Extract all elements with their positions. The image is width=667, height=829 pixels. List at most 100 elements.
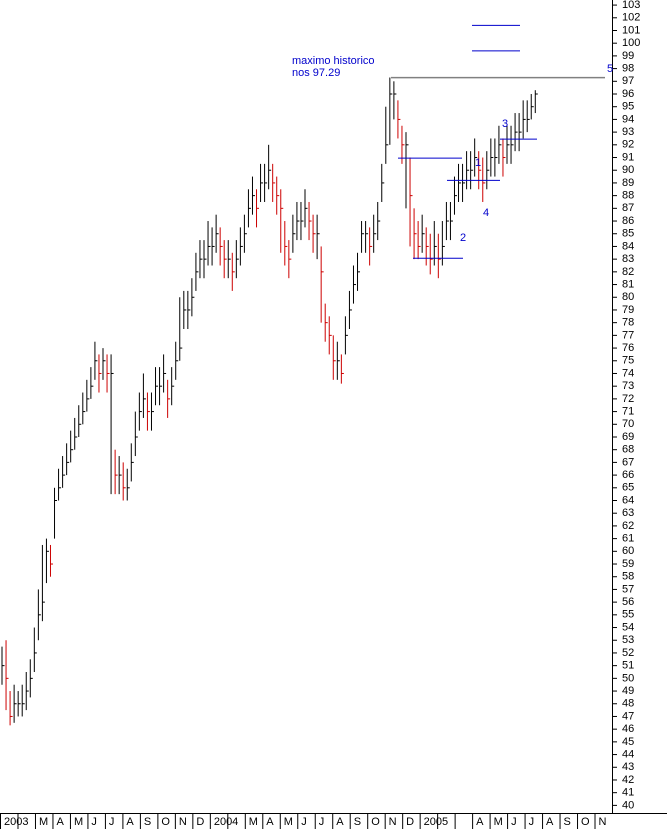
y-tick-label: 87: [622, 202, 634, 214]
y-tick-label: 65: [622, 482, 634, 494]
y-tick-label: 101: [622, 24, 640, 36]
y-tick-label: 82: [622, 266, 634, 278]
y-tick-label: 81: [622, 278, 634, 290]
x-tick-label: N: [389, 816, 397, 828]
x-tick-label: A: [546, 816, 554, 828]
y-tick-label: 77: [622, 329, 634, 341]
x-tick-label: D: [196, 816, 204, 828]
y-tick-label: 62: [622, 520, 634, 532]
x-tick-label: M: [249, 816, 258, 828]
y-tick-label: 59: [622, 558, 634, 570]
annotation: nos 97.29: [292, 67, 340, 79]
y-tick-label: 60: [622, 545, 634, 557]
y-tick-label: 43: [622, 761, 634, 773]
y-tick-label: 90: [622, 164, 634, 176]
y-tick-label: 99: [622, 50, 634, 62]
y-tick-label: 100: [622, 37, 640, 49]
y-tick-label: 68: [622, 444, 634, 456]
x-tick-label: A: [56, 816, 64, 828]
y-tick-label: 83: [622, 253, 634, 265]
x-tick-label: N: [179, 816, 187, 828]
x-tick-label: A: [126, 816, 134, 828]
y-tick-label: 91: [622, 151, 634, 163]
y-tick-label: 72: [622, 393, 634, 405]
x-tick-label: O: [371, 816, 380, 828]
x-tick-label: A: [476, 816, 484, 828]
y-tick-label: 64: [622, 494, 634, 506]
y-tick-label: 74: [622, 367, 634, 379]
annotation: 2: [460, 232, 466, 244]
y-tick-label: 52: [622, 647, 634, 659]
x-tick-label: J: [319, 816, 325, 828]
y-tick-label: 44: [622, 748, 634, 760]
y-tick-label: 92: [622, 139, 634, 151]
y-tick-label: 78: [622, 317, 634, 329]
y-tick-label: 94: [622, 113, 634, 125]
x-tick-label: M: [39, 816, 48, 828]
y-tick-label: 63: [622, 507, 634, 519]
x-tick-label: M: [494, 816, 503, 828]
y-tick-label: 102: [622, 12, 640, 24]
y-tick-label: 93: [622, 126, 634, 138]
y-tick-label: 76: [622, 342, 634, 354]
y-tick-label: 51: [622, 660, 634, 672]
y-tick-label: 42: [622, 774, 634, 786]
y-tick-label: 48: [622, 698, 634, 710]
y-tick-label: 56: [622, 596, 634, 608]
x-tick-label: J: [109, 816, 115, 828]
x-tick-label: J: [529, 816, 535, 828]
y-tick-label: 58: [622, 571, 634, 583]
y-tick-label: 95: [622, 101, 634, 113]
x-tick-label: S: [354, 816, 361, 828]
y-tick-label: 75: [622, 355, 634, 367]
x-tick-label: D: [406, 816, 414, 828]
y-tick-label: 79: [622, 304, 634, 316]
y-tick-label: 69: [622, 431, 634, 443]
y-tick-label: 80: [622, 291, 634, 303]
y-tick-label: 84: [622, 240, 634, 252]
x-tick-label: M: [284, 816, 293, 828]
annotation: 1: [475, 157, 481, 169]
y-tick-label: 98: [622, 63, 634, 75]
annotation: maximo historico: [292, 55, 375, 67]
x-tick-label: 2004: [214, 816, 238, 828]
y-tick-label: 86: [622, 215, 634, 227]
y-tick-label: 89: [622, 177, 634, 189]
annotation: 3: [502, 118, 508, 130]
x-tick-label: 2003: [4, 816, 28, 828]
x-tick-label: N: [599, 816, 607, 828]
y-tick-label: 57: [622, 583, 634, 595]
y-tick-label: 85: [622, 228, 634, 240]
x-tick-label: A: [266, 816, 274, 828]
x-tick-label: S: [564, 816, 571, 828]
y-tick-label: 40: [622, 799, 634, 811]
y-tick-label: 70: [622, 418, 634, 430]
x-tick-label: J: [301, 816, 307, 828]
annotation: 4: [483, 207, 489, 219]
x-tick-label: O: [581, 816, 590, 828]
y-tick-label: 97: [622, 75, 634, 87]
y-tick-label: 61: [622, 533, 634, 545]
y-tick-label: 66: [622, 469, 634, 481]
y-tick-label: 96: [622, 88, 634, 100]
y-tick-label: 88: [622, 190, 634, 202]
y-tick-label: 45: [622, 736, 634, 748]
y-tick-label: 73: [622, 380, 634, 392]
y-tick-label: 50: [622, 672, 634, 684]
y-tick-label: 47: [622, 710, 634, 722]
y-tick-label: 71: [622, 405, 634, 417]
y-tick-label: 55: [622, 609, 634, 621]
y-tick-label: 67: [622, 456, 634, 468]
x-tick-label: M: [74, 816, 83, 828]
y-tick-label: 41: [622, 787, 634, 799]
y-tick-label: 54: [622, 621, 634, 633]
x-tick-label: A: [336, 816, 344, 828]
y-tick-label: 53: [622, 634, 634, 646]
annotation: 5: [607, 63, 613, 75]
x-tick-label: 2005: [424, 816, 448, 828]
x-tick-label: J: [91, 816, 97, 828]
y-tick-label: 103: [622, 0, 640, 11]
